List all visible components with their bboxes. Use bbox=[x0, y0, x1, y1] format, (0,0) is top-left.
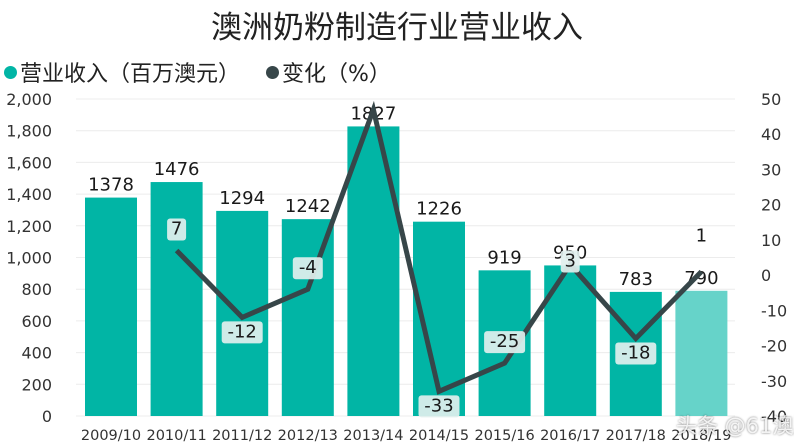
chart-title: 澳洲奶粉制造行业营业收入 bbox=[211, 10, 583, 46]
left-axis-tick: 1,200 bbox=[6, 217, 52, 236]
revenue-value-label: 783 bbox=[619, 269, 653, 290]
left-axis-tick: 200 bbox=[21, 375, 52, 394]
revenue-bar[interactable] bbox=[347, 126, 400, 416]
category-label: 2010/11 bbox=[146, 428, 206, 444]
legend-dot-revenue-icon bbox=[4, 65, 17, 79]
right-axis-tick: 0 bbox=[761, 266, 771, 285]
change-label-bg bbox=[484, 331, 526, 354]
right-axis-tick: 30 bbox=[761, 160, 781, 179]
right-axis-tick: 20 bbox=[761, 196, 781, 215]
change-label-bg bbox=[418, 395, 460, 418]
left-axis-tick: 400 bbox=[21, 344, 52, 363]
left-axis-tick: 600 bbox=[21, 312, 52, 331]
change-value-label: -25 bbox=[490, 331, 519, 352]
revenue-bar[interactable] bbox=[85, 197, 137, 416]
right-axis-tick: -40 bbox=[761, 407, 787, 426]
change-polyline bbox=[174, 100, 704, 395]
left-axis-tick: 1,600 bbox=[6, 153, 52, 172]
change-labels: 7 -12 -4 -33 -25 3 -18 1 bbox=[167, 218, 707, 418]
category-label: 2012/13 bbox=[278, 428, 338, 444]
left-axis: 2,000 1,800 1,600 1,400 1,200 1,000 800 600 400 2… bbox=[6, 90, 52, 426]
right-axis-tick: 10 bbox=[761, 231, 781, 250]
change-value-label: 1 bbox=[696, 226, 707, 247]
change-label-bg bbox=[221, 321, 263, 344]
category-label: 2009/10 bbox=[81, 428, 141, 444]
revenue-value-label: 1226 bbox=[416, 199, 462, 220]
change-value-label: 7 bbox=[171, 218, 182, 239]
left-axis-tick: 800 bbox=[21, 280, 52, 299]
left-axis-tick: 1,000 bbox=[6, 249, 52, 268]
category-label: 2018/19 bbox=[671, 428, 731, 444]
change-value-label: -4 bbox=[299, 257, 317, 278]
legend-dot-change-icon bbox=[266, 65, 280, 79]
left-axis-tick: 1,800 bbox=[6, 122, 52, 141]
x-axis-categories: 2009/10 2010/11 2011/12 2012/13 2013/14 2014/… bbox=[81, 428, 732, 444]
change-value-label: -12 bbox=[227, 321, 256, 342]
right-axis-tick: 50 bbox=[761, 90, 781, 109]
legend-label-change: 变化（%） bbox=[282, 62, 391, 87]
change-value-label: 3 bbox=[564, 251, 575, 272]
category-label: 2016/17 bbox=[540, 428, 600, 444]
change-label-bg bbox=[560, 250, 580, 273]
revenue-bar[interactable] bbox=[281, 219, 334, 416]
legend-item-revenue[interactable]: 营业收入（百万澳元） bbox=[4, 56, 240, 88]
change-value-label: -18 bbox=[621, 343, 650, 364]
left-axis-tick: 2,000 bbox=[6, 90, 52, 109]
revenue-value-label: 919 bbox=[487, 247, 521, 268]
change-label-bg bbox=[292, 257, 323, 280]
legend-item-change[interactable]: 变化（%） bbox=[266, 56, 391, 88]
category-label: 2014/15 bbox=[409, 428, 469, 444]
revenue-value-label: 1294 bbox=[219, 188, 265, 209]
change-label-bg bbox=[167, 218, 187, 241]
revenue-bar[interactable] bbox=[675, 290, 728, 416]
right-axis: 50 40 30 20 10 0 -10 -20 -30 -40 bbox=[761, 90, 787, 426]
change-value-label: -33 bbox=[424, 395, 453, 416]
legend: 营业收入（百万澳元） 变化（%） bbox=[4, 56, 391, 88]
revenue-bar[interactable] bbox=[216, 210, 269, 416]
category-label: 2013/14 bbox=[343, 428, 403, 444]
revenue-value-label: 1476 bbox=[154, 159, 200, 180]
right-axis-tick: -20 bbox=[761, 337, 787, 356]
revenue-value-label: 1378 bbox=[88, 175, 134, 196]
right-axis-tick: -30 bbox=[761, 372, 787, 391]
right-axis-tick: -10 bbox=[761, 301, 787, 320]
category-label: 2017/18 bbox=[606, 428, 666, 444]
change-label-bg bbox=[615, 342, 657, 365]
category-label: 2011/12 bbox=[212, 428, 272, 444]
category-label: 2015/16 bbox=[474, 428, 534, 444]
change-line bbox=[174, 100, 704, 395]
legend-label-revenue: 营业收入（百万澳元） bbox=[20, 62, 241, 87]
revenue-value-label: 1242 bbox=[285, 196, 331, 217]
left-axis-tick: 1,400 bbox=[6, 185, 52, 204]
right-axis-tick: 40 bbox=[761, 125, 781, 144]
watermark: 头条 @61澳股资讯 bbox=[676, 414, 794, 438]
revenue-bar[interactable] bbox=[150, 182, 203, 416]
left-axis-tick: 0 bbox=[42, 407, 52, 426]
